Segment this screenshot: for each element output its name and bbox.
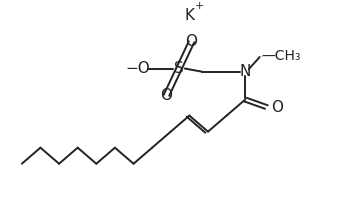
- Text: +: +: [195, 1, 204, 12]
- Text: N: N: [240, 64, 251, 79]
- Text: K: K: [185, 7, 195, 22]
- Text: O: O: [160, 88, 173, 103]
- Text: O: O: [185, 34, 198, 49]
- Text: —CH₃: —CH₃: [262, 49, 301, 63]
- Text: methyl: methyl: [259, 55, 264, 57]
- Text: O: O: [271, 100, 284, 114]
- Text: −O: −O: [125, 61, 150, 76]
- Text: S: S: [174, 61, 184, 76]
